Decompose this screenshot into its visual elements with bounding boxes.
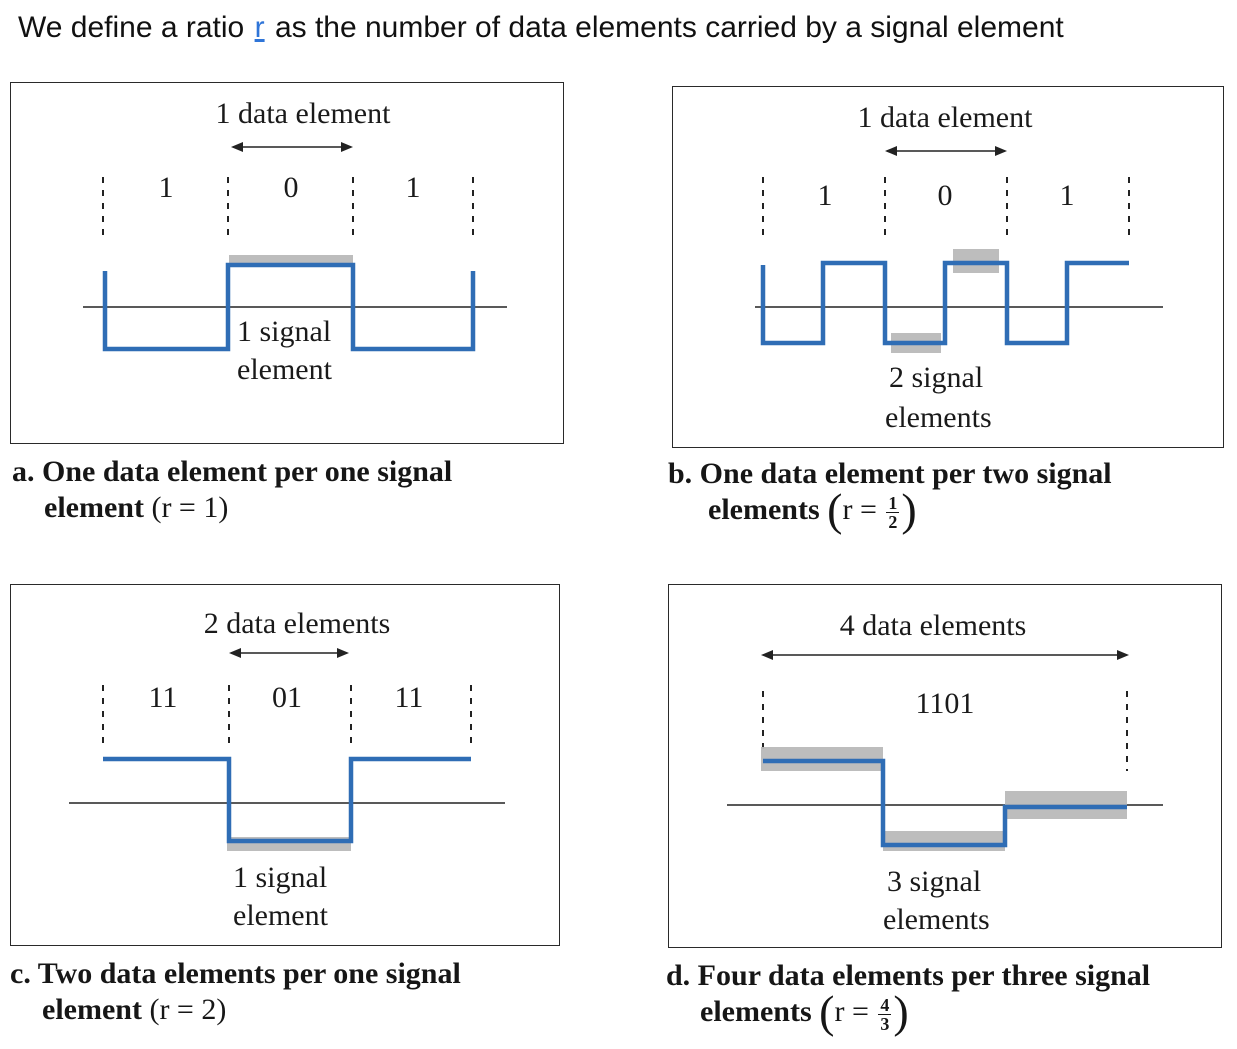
signal-element-label-line1: 1 signal: [237, 315, 331, 348]
signal-waveform: [102, 262, 476, 352]
caption-a: a. One data element per one signal eleme…: [12, 454, 452, 526]
caption-b-line2: elements (r = 1 2 ): [668, 487, 917, 533]
fraction-denominator: 3: [880, 1013, 890, 1034]
fraction-numerator: 1: [886, 492, 900, 513]
caption-d-word: elements: [700, 995, 812, 1028]
caption-b-word: elements: [708, 493, 820, 526]
data-element-label: 1 data element: [216, 97, 392, 130]
panel-b: 1 data element 1 0 1 2 signal elements: [672, 86, 1224, 448]
data-element-label: 1 data element: [858, 101, 1034, 134]
signal-element-label-line2: element: [237, 353, 333, 386]
bit-value: 1101: [916, 687, 975, 720]
panel-b-diagram: 1 data element 1 0 1 2 signal elements: [755, 101, 1163, 434]
bit-value: 1: [406, 171, 421, 204]
signal-element-highlight: [883, 831, 1005, 851]
arrow-head-left: [761, 650, 773, 660]
ratio-variable: r: [254, 11, 265, 44]
signal-waveform: [760, 260, 1129, 346]
paren-close: ): [901, 484, 917, 535]
panel-d-diagram: 4 data elements 1101 3 signal elements: [727, 609, 1163, 936]
bit-value: 11: [395, 681, 424, 714]
signal-element-label-line2: element: [233, 899, 329, 932]
signal-waveform: [763, 758, 1127, 848]
bit-value: 1: [159, 171, 174, 204]
caption-d-line2: elements (r = 4 3 ): [666, 989, 909, 1035]
panel-c-diagram: 2 data elements 11 01 11 1 signal elemen…: [69, 607, 505, 932]
arrow-head-right: [1117, 650, 1129, 660]
headline-after: as the number of data elements carried b…: [274, 11, 1064, 44]
caption-a-line1: a. One data element per one signal: [12, 455, 453, 488]
panel-d: 4 data elements 1101 3 signal elements: [668, 584, 1222, 948]
arrow-head-right: [341, 142, 353, 152]
fraction-four-thirds: 4 3: [878, 994, 892, 1034]
arrow-head-left: [231, 142, 243, 152]
panel-c: 2 data elements 11 01 11 1 signal elemen…: [10, 584, 560, 946]
bit-value: 01: [272, 681, 302, 714]
fraction-denominator: 2: [888, 511, 898, 532]
bit-value: 0: [938, 179, 953, 212]
caption-c: c. Two data elements per one signal elem…: [10, 956, 461, 1028]
signal-element-label-line2: elements: [883, 903, 990, 936]
data-element-label: 2 data elements: [204, 607, 391, 640]
arrow-head-left: [229, 648, 241, 658]
caption-a-line2: element (r = 1): [12, 490, 228, 526]
bit-value: 1: [818, 179, 833, 212]
caption-d: d. Four data elements per three signal e…: [666, 958, 1151, 1035]
caption-c-line2: element (r = 2): [10, 992, 226, 1028]
caption-c-word: element: [42, 993, 142, 1026]
caption-a-word: element: [44, 491, 144, 524]
bit-value: 1: [1060, 179, 1075, 212]
paren-close: ): [893, 986, 909, 1037]
caption-c-ratio: (r = 2): [149, 993, 227, 1026]
paren-open: (: [827, 484, 843, 535]
fraction-numerator: 4: [878, 994, 892, 1015]
fraction-one-half: 1 2: [886, 492, 900, 532]
signal-element-label-line2: elements: [885, 401, 992, 434]
caption-b: b. One data element per two signal eleme…: [668, 456, 1112, 533]
caption-b-line1: b. One data element per two signal: [668, 457, 1112, 490]
signal-waveform: [103, 756, 471, 844]
caption-b-ratio: r =: [842, 493, 877, 526]
caption-d-ratio: r =: [834, 995, 869, 1028]
arrow-head-right: [995, 146, 1007, 156]
signal-element-label-line1: 2 signal: [889, 361, 983, 394]
panel-a-diagram: 1 data element 1 0 1 1 signal element: [83, 97, 507, 386]
headline-before: We define a ratio: [18, 11, 245, 44]
caption-d-line1: d. Four data elements per three signal: [666, 959, 1151, 992]
data-element-label: 4 data elements: [840, 609, 1027, 642]
paren-open: (: [819, 986, 835, 1037]
caption-c-line1: c. Two data elements per one signal: [10, 957, 461, 990]
bit-value: 11: [149, 681, 178, 714]
arrow-head-right: [337, 648, 349, 658]
signal-element-label-line1: 3 signal: [887, 865, 981, 898]
headline: We define a ratio r as the number of dat…: [18, 6, 1228, 50]
signal-element-label-line1: 1 signal: [233, 861, 327, 894]
caption-a-ratio: (r = 1): [151, 491, 229, 524]
arrow-head-left: [885, 146, 897, 156]
bit-value: 0: [284, 171, 299, 204]
panel-a: 1 data element 1 0 1 1 signal element: [10, 82, 564, 444]
